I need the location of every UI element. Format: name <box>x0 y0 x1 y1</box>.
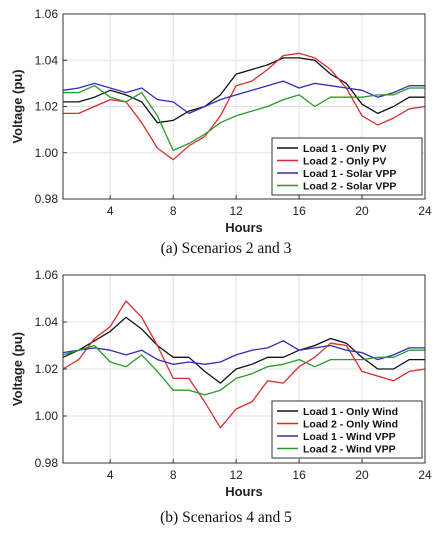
y-axis-label: Voltage (pu) <box>10 69 25 143</box>
x-tick-label: 24 <box>418 468 432 482</box>
legend-entry-2: Load 2 - Only Wind <box>303 419 398 431</box>
x-tick-label: 20 <box>355 204 369 218</box>
legend-entry-4: Load 2 - Solar VPP <box>303 181 396 193</box>
legend-entry-4: Load 2 - Wind VPP <box>303 444 396 456</box>
legend-entry-1: Load 1 - Only PV <box>303 143 386 155</box>
chart-b: 0.98 1.00 1.02 1.04 1.06 4 8 12 16 20 24 Hours Volta… <box>10 268 432 526</box>
x-axis-label: Hours <box>225 220 263 235</box>
series-line-1 <box>63 57 425 124</box>
x-tick-label: 8 <box>170 204 177 218</box>
series-line-4 <box>62 344 425 396</box>
x-tick-label: 4 <box>107 468 114 482</box>
y-tick-label: 0.98 <box>35 192 59 206</box>
x-tick-label: 4 <box>107 204 114 218</box>
series-line-4 <box>63 85 425 152</box>
y-tick-label: 0.98 <box>35 456 59 470</box>
series-line-3 <box>62 80 425 115</box>
x-tick-label: 8 <box>170 468 177 482</box>
series-line-1 <box>62 316 425 384</box>
y-tick-label: 1.00 <box>35 409 59 423</box>
chart-caption: (a) Scenarios 2 and 3 <box>161 240 292 257</box>
y-tick-label: 1.06 <box>35 268 59 282</box>
legend-entry-1: Load 1 - Only Wind <box>303 406 398 418</box>
legend-entry-3: Load 1 - Solar VPP <box>303 168 396 180</box>
y-tick-label: 1.02 <box>35 362 59 376</box>
y-axis-label: Voltage (pu) <box>10 332 25 406</box>
x-tick-label: 16 <box>292 204 306 218</box>
chart-caption: (b) Scenarios 4 and 5 <box>160 509 292 526</box>
y-tick-label: 1.00 <box>35 146 59 160</box>
y-tick-label: 1.02 <box>35 100 59 114</box>
x-tick-label: 20 <box>355 468 369 482</box>
series-line-3 <box>62 340 425 365</box>
x-tick-label: 16 <box>292 468 306 482</box>
chart-a: 0.98 1.00 1.02 1.04 1.06 4 8 12 16 20 24 Hours Volta… <box>10 7 432 257</box>
y-tick-label: 1.04 <box>35 53 59 67</box>
y-tick-label: 1.04 <box>35 315 59 329</box>
x-tick-label: 12 <box>229 204 243 218</box>
legend-entry-2: Load 2 - Only PV <box>303 156 386 168</box>
legend-entry-3: Load 1 - Wind VPP <box>303 431 396 443</box>
y-tick-label: 1.06 <box>35 7 59 21</box>
x-axis-label: Hours <box>225 484 263 499</box>
x-tick-label: 24 <box>418 204 432 218</box>
series-line-2 <box>62 300 426 429</box>
x-tick-label: 12 <box>229 468 243 482</box>
